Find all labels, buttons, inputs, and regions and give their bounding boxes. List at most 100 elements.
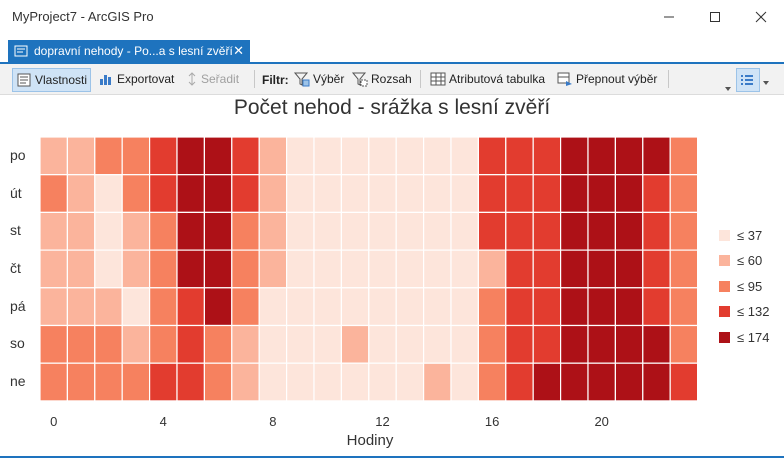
heatmap-cell[interactable] [587, 136, 616, 176]
filter-extent-button[interactable]: Rozsah [352, 68, 412, 90]
heatmap-cell[interactable] [587, 362, 616, 402]
heatmap-cell[interactable] [395, 174, 425, 213]
heatmap-cell[interactable] [587, 174, 616, 213]
heatmap-cell[interactable] [669, 174, 699, 213]
maximize-button[interactable] [692, 0, 738, 34]
heatmap-cell[interactable] [505, 324, 534, 364]
heatmap-cell[interactable] [286, 211, 315, 251]
heatmap-cell[interactable] [176, 174, 205, 213]
heatmap-cell[interactable] [614, 211, 644, 251]
heatmap-cell[interactable] [614, 324, 644, 364]
heatmap-cell[interactable] [313, 211, 342, 251]
heatmap-cell[interactable] [614, 136, 644, 176]
heatmap-cell[interactable] [395, 362, 425, 402]
heatmap-cell[interactable] [258, 174, 288, 213]
view-options-dropdown[interactable] [762, 72, 773, 94]
heatmap-cell[interactable] [532, 362, 562, 402]
heatmap-cell[interactable] [587, 249, 616, 289]
heatmap-cell[interactable] [121, 362, 151, 402]
heatmap-cell[interactable] [176, 362, 205, 402]
heatmap-cell[interactable] [94, 249, 123, 289]
heatmap-cell[interactable] [286, 287, 315, 327]
heatmap-cell[interactable] [368, 287, 397, 327]
attribute-table-button[interactable]: Atributová tabulka [430, 68, 545, 90]
heatmap-cell[interactable] [176, 287, 205, 327]
heatmap-cell[interactable] [313, 287, 342, 327]
heatmap-cell[interactable] [286, 174, 315, 213]
heatmap-cell[interactable] [669, 287, 699, 327]
heatmap-cell[interactable] [532, 287, 562, 327]
heatmap-cell[interactable] [395, 324, 425, 364]
heatmap-cell[interactable] [66, 287, 96, 327]
heatmap-cell[interactable] [368, 249, 397, 289]
heatmap-cell[interactable] [39, 136, 68, 176]
heatmap-cell[interactable] [642, 287, 671, 327]
heatmap-cell[interactable] [477, 287, 507, 327]
heatmap-cell[interactable] [149, 287, 178, 327]
heatmap-cell[interactable] [149, 362, 178, 402]
heatmap-cell[interactable] [258, 211, 288, 251]
heatmap-cell[interactable] [340, 136, 370, 176]
sort-button[interactable]: Seřadit [186, 68, 239, 90]
heatmap-cell[interactable] [66, 136, 96, 176]
heatmap-cell[interactable] [231, 136, 260, 176]
heatmap-cell[interactable] [66, 174, 96, 213]
heatmap-cell[interactable] [66, 324, 96, 364]
heatmap-cell[interactable] [368, 324, 397, 364]
heatmap-cell[interactable] [121, 249, 151, 289]
heatmap-cell[interactable] [423, 324, 452, 364]
heatmap-cell[interactable] [258, 324, 288, 364]
heatmap-cell[interactable] [313, 174, 342, 213]
heatmap-cell[interactable] [505, 136, 534, 176]
heatmap-cell[interactable] [121, 324, 151, 364]
heatmap-cell[interactable] [532, 324, 562, 364]
heatmap-cell[interactable] [121, 211, 151, 251]
minimize-button[interactable] [646, 0, 692, 34]
heatmap-cell[interactable] [477, 211, 507, 251]
heatmap-cell[interactable] [286, 249, 315, 289]
heatmap-cell[interactable] [559, 362, 589, 402]
heatmap-cell[interactable] [423, 362, 452, 402]
tab-chart[interactable]: dopravní nehody - Po...a s lesní zvěří ✕ [8, 40, 250, 62]
heatmap-cell[interactable] [642, 174, 671, 213]
heatmap-cell[interactable] [258, 136, 288, 176]
heatmap-cell[interactable] [368, 174, 397, 213]
heatmap-cell[interactable] [94, 174, 123, 213]
heatmap-cell[interactable] [66, 362, 96, 402]
heatmap-cell[interactable] [149, 249, 178, 289]
heatmap-cell[interactable] [203, 211, 233, 251]
heatmap-cell[interactable] [176, 249, 205, 289]
heatmap-cell[interactable] [94, 362, 123, 402]
heatmap-cell[interactable] [395, 211, 425, 251]
heatmap-cell[interactable] [450, 211, 479, 251]
heatmap-cell[interactable] [231, 324, 260, 364]
heatmap-cell[interactable] [94, 287, 123, 327]
heatmap-cell[interactable] [368, 211, 397, 251]
heatmap-cell[interactable] [423, 136, 452, 176]
heatmap-cell[interactable] [66, 211, 96, 251]
heatmap-cell[interactable] [559, 287, 589, 327]
heatmap-cell[interactable] [559, 249, 589, 289]
heatmap-cell[interactable] [532, 136, 562, 176]
heatmap-cell[interactable] [669, 362, 699, 402]
heatmap-cell[interactable] [203, 324, 233, 364]
heatmap-cell[interactable] [286, 136, 315, 176]
heatmap-cell[interactable] [587, 324, 616, 364]
heatmap-cell[interactable] [121, 136, 151, 176]
heatmap-cell[interactable] [39, 249, 68, 289]
heatmap-cell[interactable] [532, 249, 562, 289]
heatmap-cell[interactable] [642, 211, 671, 251]
heatmap-cell[interactable] [149, 136, 178, 176]
heatmap-cell[interactable] [477, 249, 507, 289]
export-button[interactable]: Exportovat [98, 68, 174, 90]
heatmap-cell[interactable] [258, 249, 288, 289]
switch-selection-button[interactable]: Přepnout výběr [557, 68, 657, 90]
heatmap-cell[interactable] [450, 324, 479, 364]
heatmap-cell[interactable] [231, 249, 260, 289]
heatmap-cell[interactable] [231, 287, 260, 327]
heatmap-cell[interactable] [203, 249, 233, 289]
heatmap-cell[interactable] [203, 136, 233, 176]
heatmap-cell[interactable] [340, 211, 370, 251]
heatmap-cell[interactable] [450, 249, 479, 289]
heatmap-cell[interactable] [477, 362, 507, 402]
